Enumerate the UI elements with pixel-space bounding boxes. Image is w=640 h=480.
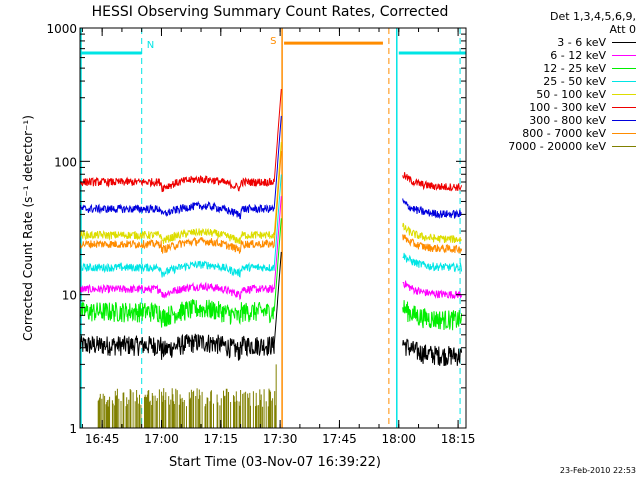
legend-swatch-6 bbox=[612, 120, 636, 121]
legend-label-0: 3 - 6 keV bbox=[557, 36, 606, 49]
timestamp: 23-Feb-2010 22:53 bbox=[559, 466, 636, 475]
x-tick-label-1: 17:00 bbox=[144, 432, 179, 446]
y-tick-label-2: 100 bbox=[54, 155, 77, 169]
legend-swatch-7 bbox=[612, 133, 636, 134]
series-6-trace bbox=[79, 115, 462, 220]
legend-label-1: 6 - 12 keV bbox=[550, 49, 606, 62]
series-4-trace bbox=[79, 142, 463, 244]
x-tick-label-5: 18:00 bbox=[381, 432, 416, 446]
x-tick-label-3: 17:30 bbox=[263, 432, 298, 446]
legend-entry-7: 800 - 7000 keV bbox=[472, 127, 636, 140]
legend-entry-5: 100 - 300 keV bbox=[472, 101, 636, 114]
night-flag-label: N bbox=[147, 40, 154, 51]
legend-header-line-2: Att 0 bbox=[609, 23, 636, 36]
legend-swatch-5 bbox=[612, 107, 636, 108]
x-axis-label: Start Time (03-Nov-07 16:39:22) bbox=[169, 455, 381, 470]
series-2-trace bbox=[79, 218, 463, 331]
legend-label-2: 12 - 25 keV bbox=[543, 62, 606, 75]
legend-entry-8: 7000 - 20000 keV bbox=[472, 140, 636, 153]
legend: Det 1,3,4,5,6,9, Att 0 3 - 6 keV 6 - 12 k… bbox=[472, 10, 636, 153]
legend-swatch-4 bbox=[612, 94, 636, 95]
legend-header-line-1: Det 1,3,4,5,6,9, bbox=[549, 10, 636, 23]
legend-swatch-2 bbox=[612, 68, 636, 69]
series-0-trace bbox=[79, 251, 463, 367]
legend-label-4: 50 - 100 keV bbox=[536, 88, 606, 101]
series-3-trace bbox=[80, 174, 463, 278]
x-tick-label-6: 18:15 bbox=[441, 432, 476, 446]
legend-entry-6: 300 - 800 keV bbox=[472, 114, 636, 127]
legend-swatch-0 bbox=[612, 42, 636, 43]
saa-flag-label: S bbox=[270, 36, 276, 47]
y-tick-label-3: 1000 bbox=[46, 22, 77, 36]
x-tick-label-4: 17:45 bbox=[322, 432, 357, 446]
series-5-trace bbox=[79, 88, 463, 193]
legend-entry-2: 12 - 25 keV bbox=[472, 62, 636, 75]
y-axis-label: Corrected Count Rate (s⁻¹ detector⁻¹) bbox=[21, 115, 35, 341]
series-7-trace bbox=[79, 150, 463, 254]
plot-frame bbox=[79, 27, 467, 429]
legend-label-8: 7000 - 20000 keV bbox=[508, 140, 606, 153]
legend-entry-3: 25 - 50 keV bbox=[472, 75, 636, 88]
legend-label-7: 800 - 7000 keV bbox=[522, 127, 606, 140]
legend-entry-1: 6 - 12 keV bbox=[472, 49, 636, 62]
legend-swatch-8 bbox=[612, 146, 636, 147]
x-tick-label-0: 16:45 bbox=[85, 432, 120, 446]
y-tick-label-1: 10 bbox=[62, 289, 77, 303]
legend-label-6: 300 - 800 keV bbox=[529, 114, 606, 127]
legend-entry-4: 50 - 100 keV bbox=[472, 88, 636, 101]
legend-swatch-3 bbox=[612, 81, 636, 82]
series-8-trace bbox=[97, 364, 277, 428]
legend-swatch-1 bbox=[612, 55, 636, 56]
legend-entry-0: 3 - 6 keV bbox=[472, 36, 636, 49]
series-1-trace bbox=[79, 196, 463, 301]
legend-label-5: 100 - 300 keV bbox=[529, 101, 606, 114]
legend-label-3: 25 - 50 keV bbox=[543, 75, 606, 88]
x-tick-label-2: 17:15 bbox=[203, 432, 238, 446]
y-tick-label-0: 1 bbox=[69, 422, 77, 436]
chart-title: HESSI Observing Summary Count Rates, Cor… bbox=[92, 4, 449, 20]
